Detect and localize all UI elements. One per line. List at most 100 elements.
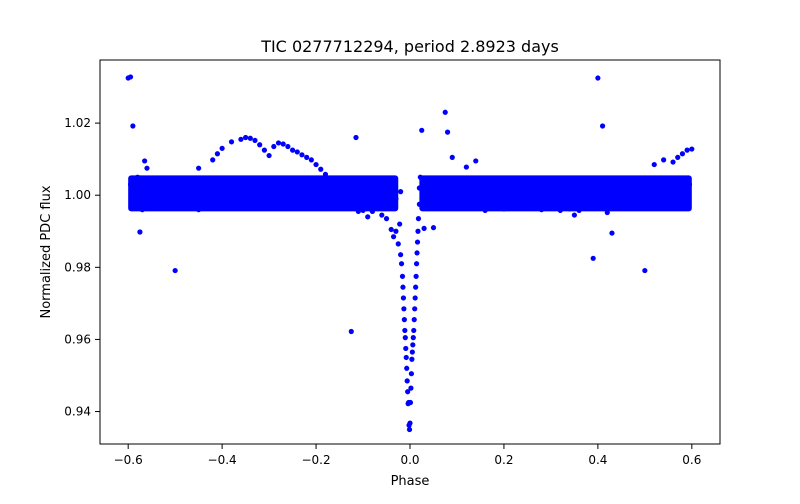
data-point [261,147,267,153]
data-point [501,189,507,195]
data-point [172,181,178,187]
data-point [144,185,150,191]
data-point [599,203,606,209]
data-point [405,389,411,395]
data-point [661,189,667,195]
data-point [219,185,225,191]
data-point [557,207,563,213]
data-point [642,267,648,274]
data-point [413,273,419,279]
data-point [285,185,291,191]
data-point [327,177,333,183]
data-point [374,199,380,206]
data-point [656,203,662,209]
data-point [463,164,469,170]
data-point [675,154,681,160]
data-point [684,203,690,209]
data-point [399,273,406,279]
data-point [581,203,587,209]
x-tick-label: 0.4 [588,453,607,467]
x-tick-label: 0.2 [494,453,513,467]
data-point [409,356,415,362]
data-point [383,203,390,209]
data-point [520,185,526,191]
data-point [529,189,535,195]
data-point [637,196,643,202]
data-point [336,201,343,207]
data-point [181,185,188,191]
data-point [238,189,244,195]
data-point [444,129,451,135]
data-point [585,178,592,184]
data-point [355,208,361,215]
data-point [271,203,277,209]
data-point [149,199,155,206]
data-point [200,189,206,195]
data-point [379,212,385,218]
data-point [444,178,451,184]
data-point [679,178,686,184]
data-point [571,212,577,218]
data-point [623,189,629,195]
data-point [628,203,634,209]
data-point [398,189,404,195]
x-axis-ticks: −0.6 −0.4 −0.2 0.0 0.2 0.4 0.6 [114,444,701,467]
data-point [219,145,225,151]
data-point [562,201,568,207]
data-point [308,196,314,202]
data-point [393,196,399,202]
y-tick-label: 0.96 [64,332,91,346]
data-point [275,140,282,146]
data-point [426,181,432,187]
data-point [604,209,610,216]
data-point [599,123,606,129]
data-point [585,183,592,189]
data-point [398,261,405,267]
data-point [348,328,354,335]
data-point [590,255,596,261]
data-point [280,141,286,147]
x-tick-label: −0.4 [208,453,237,467]
noise-band-segment-0 [128,175,399,212]
data-point [689,146,695,152]
data-point [400,284,406,290]
y-axis-label: Normalized PDC flux [39,185,54,318]
data-point [210,181,216,187]
data-point [524,196,531,202]
x-tick-label: −0.2 [301,453,330,467]
chart-title: TIC 0277712294, period 2.8923 days [260,37,559,56]
y-tick-label: 0.94 [64,405,91,419]
data-point [365,214,371,220]
data-point [395,241,401,247]
data-point [430,225,437,231]
data-point [346,199,352,206]
data-point [233,199,239,206]
data-point [675,199,681,206]
data-point [401,306,407,312]
data-point [416,201,422,207]
data-point [214,203,221,209]
data-point [487,203,493,209]
data-point [410,342,416,348]
data-point [412,295,418,301]
data-point [355,203,361,209]
data-point [686,181,693,187]
data-point [442,109,448,115]
data-point [266,152,272,159]
data-point [398,252,404,258]
data-point [353,134,359,141]
data-point [390,234,397,240]
data-point [351,185,357,191]
data-point [369,189,376,195]
data-point [177,199,183,206]
data-point [403,354,409,361]
data-point [365,196,371,202]
data-point [163,189,169,195]
data-point [534,199,540,206]
data-point [280,196,286,202]
data-point [415,216,422,222]
data-point [430,203,437,209]
y-tick-label: 1.00 [64,188,91,202]
data-point [144,165,150,171]
